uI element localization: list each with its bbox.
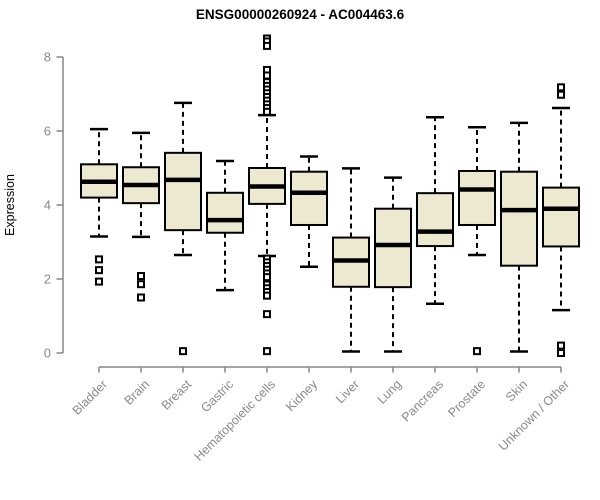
y-tick-label: 0 xyxy=(44,346,51,361)
x-category-label: Brain xyxy=(122,377,153,408)
outlier-point xyxy=(263,71,271,80)
iqr-box xyxy=(290,170,328,226)
box-group xyxy=(206,159,244,292)
outlier-point xyxy=(557,90,565,99)
iqr-box xyxy=(164,151,202,232)
outlier-point xyxy=(263,291,271,300)
iqr-box xyxy=(206,191,244,234)
outlier-point xyxy=(179,347,187,356)
outlier-point xyxy=(95,255,103,264)
x-category-label: Skin xyxy=(503,377,530,404)
x-category-label: Bladder xyxy=(70,377,110,417)
box-group xyxy=(122,131,160,302)
iqr-box xyxy=(458,169,496,226)
box-group xyxy=(416,116,454,306)
box-group xyxy=(458,126,496,356)
axes-layer: 0 2 4 6 8 Bladder Brain Breast GastricHematopoie… xyxy=(44,50,572,464)
box-group xyxy=(332,167,370,353)
outlier-point xyxy=(263,107,271,116)
box-group xyxy=(248,34,286,356)
box-group xyxy=(374,176,412,353)
box-group xyxy=(500,121,538,353)
outlier-point xyxy=(557,341,565,350)
boxes-layer xyxy=(80,34,580,357)
box-group xyxy=(290,155,328,269)
y-axis-label: Expression xyxy=(3,174,17,236)
iqr-box xyxy=(374,207,412,289)
x-category-label: Prostate xyxy=(445,377,488,420)
outlier-point xyxy=(263,273,271,282)
x-category-label: Unknown / Other xyxy=(496,377,572,453)
box-group xyxy=(542,83,580,357)
y-tick-label: 6 xyxy=(44,124,51,139)
iqr-box xyxy=(416,192,454,248)
outlier-point xyxy=(557,83,565,92)
x-category-label: Kidney xyxy=(283,377,320,414)
x-category-label: Pancreas xyxy=(399,377,446,424)
x-category-label: Lung xyxy=(375,377,405,407)
y-tick-label: 8 xyxy=(44,50,51,65)
chart-title: ENSG00000260924 - AC004463.6 xyxy=(196,7,405,22)
box-group xyxy=(80,127,118,286)
y-tick-label: 4 xyxy=(44,198,51,213)
x-category-label: Breast xyxy=(159,377,195,413)
outlier-point xyxy=(473,347,481,356)
outlier-point xyxy=(557,349,565,357)
outlier-point xyxy=(137,293,145,302)
y-tick-label: 2 xyxy=(44,272,51,287)
outlier-point xyxy=(263,41,271,50)
x-category-label: Hematopoietic cells xyxy=(192,377,279,464)
outlier-point xyxy=(263,347,271,356)
outlier-point xyxy=(95,277,103,286)
outlier-point xyxy=(95,266,103,275)
iqr-box xyxy=(500,170,538,267)
x-category-label: Liver xyxy=(333,377,362,406)
iqr-box xyxy=(542,186,580,248)
box-group xyxy=(164,101,202,356)
x-category-label: Gastric xyxy=(198,377,236,415)
outlier-point xyxy=(263,310,271,319)
outlier-point xyxy=(137,280,145,289)
outlier-point xyxy=(137,272,145,281)
